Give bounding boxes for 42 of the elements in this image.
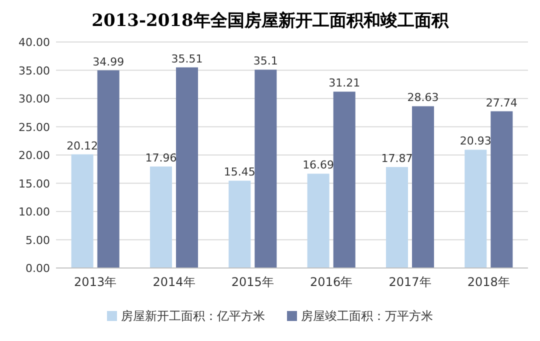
data-label: 31.21 [328,76,360,90]
bar [71,154,94,268]
bar [412,106,434,268]
y-tick-label: 35.00 [18,64,50,78]
legend-label: 房屋竣工面积：万平方米 [301,309,433,323]
y-tick-label: 5.00 [26,234,50,247]
bar [386,167,408,268]
bar [333,92,356,268]
data-label: 16.69 [302,158,334,172]
bar [464,150,487,268]
y-tick-label: 10.00 [18,206,50,218]
data-label: 20.93 [460,134,492,148]
bar [490,111,513,268]
y-tick-label: 20.00 [18,149,50,162]
bar [228,180,251,268]
data-label: 17.96 [145,152,177,165]
bar [150,166,172,268]
y-tick-label: 15.00 [18,177,50,190]
data-label: 15.45 [224,166,256,179]
data-label: 35.51 [171,52,203,66]
x-tick-label: 2014年 [152,275,196,289]
bar [97,70,120,268]
legend-label: 房屋新开工面积：亿平方米 [121,309,265,323]
x-tick-label: 2013年 [74,275,117,289]
x-tick-label: 2018年 [467,275,510,289]
data-label: 28.63 [407,91,439,104]
x-tick-label: 2017年 [388,275,432,289]
y-tick-label: 30.00 [18,92,50,106]
y-tick-label: 0.00 [26,262,50,275]
data-label: 34.99 [92,55,124,68]
x-tick-label: 2015年 [231,275,274,289]
y-tick-label: 25.00 [18,120,50,134]
data-label: 20.12 [66,139,98,152]
bar [254,70,277,268]
x-tick-label: 2016年 [310,275,353,289]
chart-title: 2013-2018年全国房屋新开工面积和竣工面积 [92,11,450,31]
y-tick-label: 40.00 [18,36,50,49]
bar [176,67,198,268]
data-label: 35.1 [253,54,278,68]
data-label: 17.87 [381,152,413,166]
bar [307,174,330,268]
data-label: 27.74 [486,96,518,110]
